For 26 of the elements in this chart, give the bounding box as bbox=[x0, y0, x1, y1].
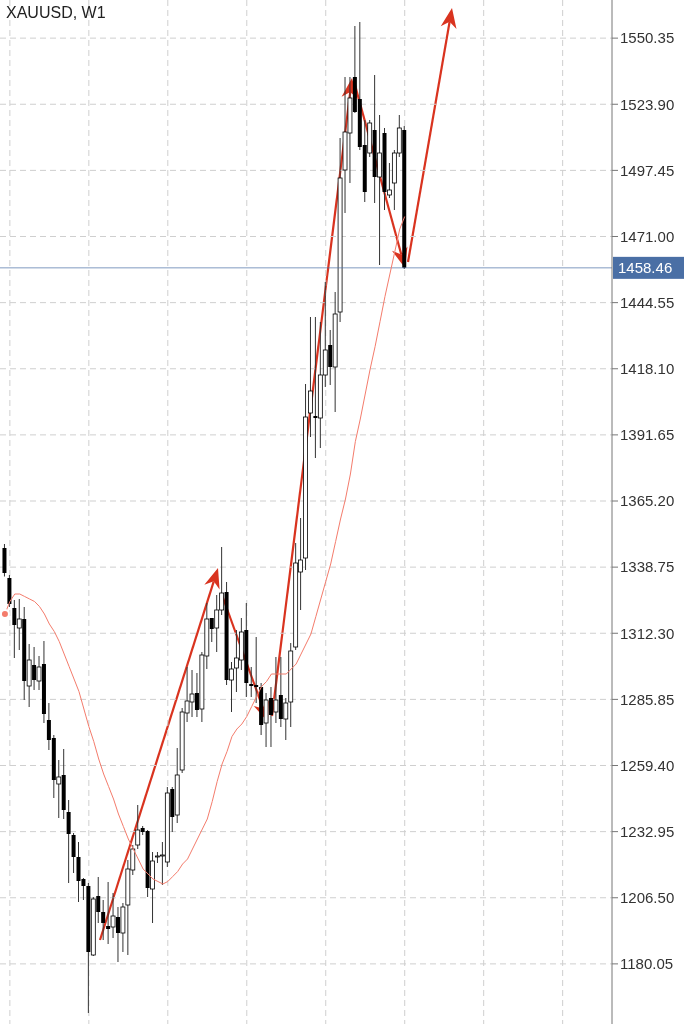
candlestick bbox=[66, 799, 71, 884]
y-tick-label: 1312.30 bbox=[620, 624, 675, 642]
y-tick-label: 1391.65 bbox=[620, 426, 675, 444]
y-tick-label: 1497.45 bbox=[620, 161, 675, 179]
ref-line-label: 1458.46 bbox=[618, 258, 673, 276]
y-tick-label: 1444.55 bbox=[620, 293, 675, 311]
candlestick bbox=[308, 316, 313, 438]
y-tick-label: 1550.35 bbox=[620, 29, 675, 47]
y-tick-label: 1259.40 bbox=[620, 756, 675, 774]
y-tick-label: 1206.50 bbox=[620, 889, 675, 907]
candlestick bbox=[249, 666, 254, 698]
candlestick bbox=[135, 804, 141, 850]
chart-title: XAUUSD, W1 bbox=[6, 4, 106, 22]
y-tick-label: 1418.10 bbox=[620, 360, 675, 378]
y-tick-label: 1338.75 bbox=[620, 558, 675, 576]
y-tick-label: 1523.90 bbox=[620, 95, 675, 113]
y-tick-label: 1471.00 bbox=[620, 227, 675, 245]
candlestick bbox=[76, 841, 81, 903]
y-tick-label: 1180.05 bbox=[620, 955, 674, 973]
y-tick-label: 1232.95 bbox=[620, 822, 675, 840]
candlestick bbox=[214, 594, 220, 653]
candlestick bbox=[273, 656, 279, 724]
y-tick-label: 1285.85 bbox=[620, 690, 675, 708]
candlestick bbox=[101, 899, 106, 941]
y-tick-label: 1365.20 bbox=[620, 492, 675, 510]
candlestick bbox=[71, 832, 76, 874]
